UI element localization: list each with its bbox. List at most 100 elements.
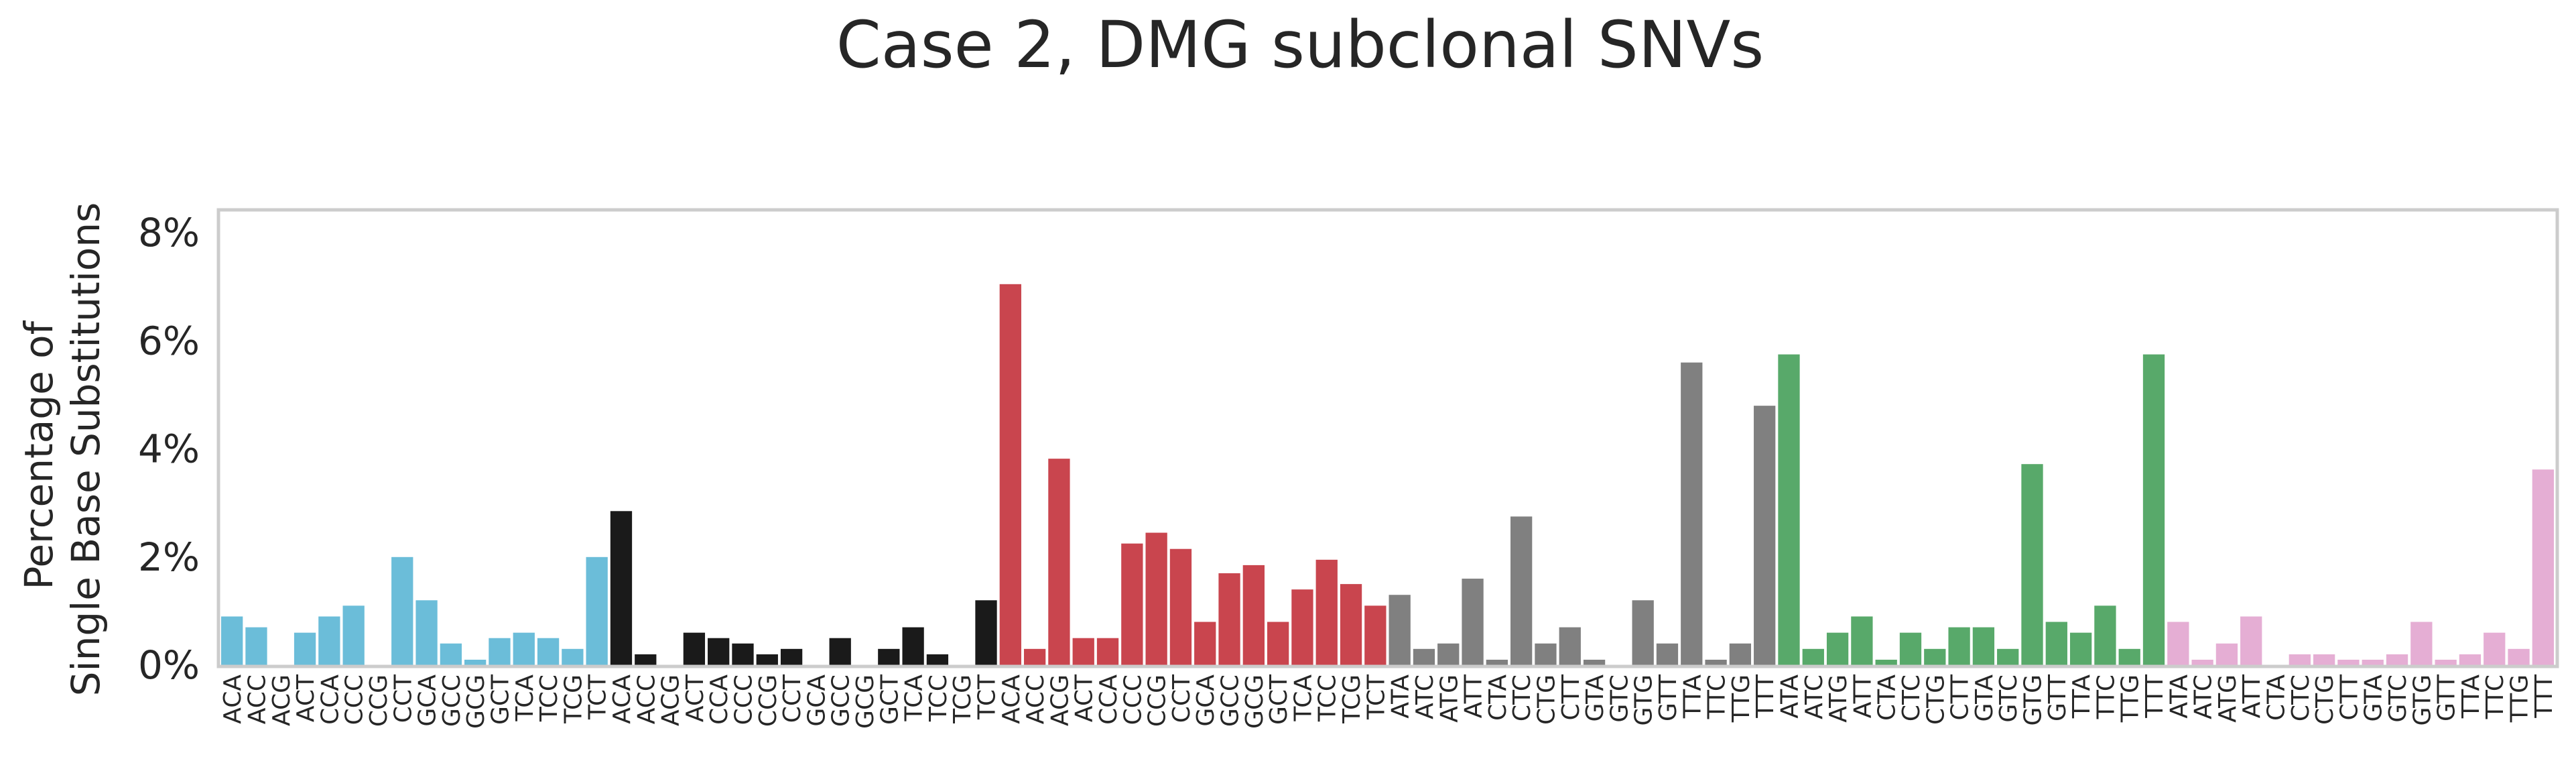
x-tick-label: ATA [1387,674,1415,719]
bar-4 [294,632,316,665]
x-tick-label: GCT [1265,674,1293,725]
bar-89 [2362,659,2384,665]
bar-29 [902,627,924,665]
x-tick-label: CCC [341,674,369,725]
x-tick-label: ACC [243,674,271,724]
x-tick-label: CTC [1508,674,1536,721]
bar-83 [2215,643,2238,665]
y-tick-label: 6% [138,318,200,363]
x-tick-label: TTT [1752,674,1779,719]
bar-69 [1875,659,1897,665]
x-tick-label: GTG [2020,674,2047,726]
x-tick-label: GCG [462,674,490,729]
bar-22 [732,643,754,665]
bar-78 [2094,605,2116,665]
bar-88 [2337,659,2360,665]
x-tick-label: TCC [1314,674,1342,722]
bar-6 [342,605,365,665]
x-tick-label: GTT [2433,674,2461,721]
x-tick-label: ATC [2190,674,2217,719]
bar-70 [1899,632,1922,665]
x-tick-label: TTA [2068,674,2096,719]
bar-20 [683,632,706,665]
bar-39 [1145,532,1167,665]
x-tick-label: CCG [365,674,393,727]
bar-33 [999,284,1021,665]
x-tick-label: GTC [2384,674,2412,723]
x-ticks: ACAACCACGACTCCACCCCCGCCTGCAGCCGCGGCTTCAT… [219,674,2558,729]
x-tick-label: GTG [2408,674,2436,726]
x-tick-label: GCA [414,674,442,727]
x-tick-label: CCC [730,674,757,725]
bar-79 [2118,648,2140,665]
y-axis-label-line-2: Single Base Substitutions [63,202,109,697]
bar-87 [2313,654,2335,665]
bar-90 [2386,654,2408,665]
x-tick-label: CTA [1484,674,1512,721]
x-tick-label: TCG [560,674,587,724]
x-tick-label: ATG [1435,674,1463,723]
bar-54 [1510,516,1533,665]
bar-94 [2484,632,2506,665]
x-tick-label: CTC [2287,674,2315,721]
x-tick-label: TCT [584,674,612,720]
bar-44 [1267,622,1289,665]
bar-56 [1559,627,1581,665]
bar-93 [2459,654,2482,665]
bar-49 [1389,595,1411,665]
x-tick-label: TCG [949,674,976,724]
bar-73 [1972,627,1995,665]
bar-43 [1242,565,1265,665]
bar-76 [2045,622,2067,665]
x-tick-label: TTC [1703,674,1731,719]
x-tick-label: ACG [268,674,296,726]
x-tick-label: TTT [2530,674,2558,719]
x-tick-label: CCT [389,674,417,723]
x-tick-label: CTT [1557,674,1585,720]
x-tick-label: CCA [316,674,344,725]
bar-80 [2142,354,2165,665]
bar-65 [1778,354,1800,665]
bar-28 [878,648,900,665]
bar-82 [2191,659,2213,665]
x-tick-label: CTC [1898,674,1925,721]
x-tick-label: TCG [1338,674,1366,724]
bar-18 [635,654,657,665]
bar-10 [440,643,462,665]
x-tick-label: ATA [2165,674,2193,719]
bar-63 [1729,643,1752,665]
x-tick-label: TTC [2092,674,2120,719]
bar-71 [1924,648,1946,665]
x-tick-label: GCT [876,674,903,725]
x-tick-label: GCA [803,674,830,727]
bar-37 [1096,638,1119,665]
bars [221,284,2554,665]
bar-60 [1656,643,1679,665]
x-tick-label: CCT [779,674,806,723]
bar-95 [2508,648,2530,665]
x-tick-label: GCC [438,674,466,727]
bar-67 [1826,632,1849,665]
bar-5 [318,616,340,665]
x-tick-label: GCC [1217,674,1244,727]
bar-35 [1048,459,1070,665]
x-tick-label: TTT [2141,674,2169,719]
bar-42 [1218,573,1240,665]
bar-11 [464,659,487,665]
x-tick-label: TTG [1728,674,1755,723]
bar-52 [1462,579,1484,665]
x-tick-label: ACC [633,674,660,724]
bar-46 [1315,559,1338,665]
bar-14 [537,638,560,665]
bar-45 [1291,589,1313,665]
bar-47 [1340,584,1362,665]
x-tick-label: ATT [1849,674,1876,718]
x-tick-label: CTG [1922,674,1949,725]
x-tick-label: TCC [535,674,563,722]
bar-8 [391,556,413,665]
x-tick-label: ACT [682,674,709,722]
x-tick-label: TTG [2117,674,2144,723]
bar-1 [221,616,243,665]
bar-32 [975,600,997,665]
bar-74 [1997,648,2019,665]
